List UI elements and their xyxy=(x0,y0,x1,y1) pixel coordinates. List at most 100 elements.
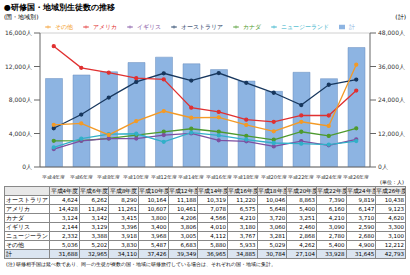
html-text:2,590: 2,590 xyxy=(358,224,375,230)
html-text:2,680: 2,680 xyxy=(358,233,375,239)
html-text:10,607: 10,607 xyxy=(147,206,167,212)
html-text:(国・地域別): (国・地域別) xyxy=(4,13,39,20)
svg-text:平成8年度: 平成8年度 xyxy=(97,174,120,179)
html-text:10,438: 10,438 xyxy=(384,197,404,203)
html-text:3,806: 3,806 xyxy=(180,224,197,230)
html-text:3,720: 3,720 xyxy=(269,215,286,221)
html-text:8,290: 8,290 xyxy=(121,197,137,203)
html-text:3,415: 3,415 xyxy=(121,215,137,221)
html-text:7,078: 7,078 xyxy=(210,206,226,212)
html-text:6,262: 6,262 xyxy=(91,197,108,203)
html-text:平成4年度 平成6年度 平成8年度: 平成4年度 平成6年度 平成8年度 xyxy=(50,187,138,194)
svg-text:平成10年度: 平成10年度 xyxy=(123,174,149,179)
svg-text:0人: 0人 xyxy=(22,163,32,170)
html-text:4,210: 4,210 xyxy=(239,215,256,221)
html-text:3,100: 3,100 xyxy=(388,233,404,239)
html-text:ニュージーランド: ニュージーランド xyxy=(281,23,329,30)
html-text:2,868: 2,868 xyxy=(299,233,315,239)
html-text:5,400: 5,400 xyxy=(299,206,315,212)
html-text:8,863: 8,863 xyxy=(299,197,315,203)
html-text:3,767: 3,767 xyxy=(239,233,256,239)
svg-text:12,000人: 12,000人 xyxy=(378,130,402,137)
html-text:4,210: 4,210 xyxy=(328,215,345,221)
html-text:3,281: 3,281 xyxy=(269,233,286,239)
html-text:4,566: 4,566 xyxy=(210,215,226,221)
svg-text:平成16年度: 平成16年度 xyxy=(206,174,232,179)
html-text:計: 計 xyxy=(349,23,355,30)
svg-text:平成24年度: 平成24年度 xyxy=(316,174,342,179)
html-text:4,624: 4,624 xyxy=(61,197,78,203)
html-text:カナダ: カナダ xyxy=(6,214,24,221)
svg-text:24,000人: 24,000人 xyxy=(378,96,402,103)
html-text:6,147: 6,147 xyxy=(358,206,375,212)
svg-text:平成26年度: 平成26年度 xyxy=(343,174,369,179)
html-text:2,332: 2,332 xyxy=(61,233,78,239)
html-text:4,112: 4,112 xyxy=(210,233,226,239)
html-text:10,319: 10,319 xyxy=(206,197,226,203)
svg-text:平成6年度: 平成6年度 xyxy=(70,174,93,179)
html-text:3,300: 3,300 xyxy=(388,224,404,230)
html-text:2,780: 2,780 xyxy=(328,233,345,239)
html-text:9,819: 9,819 xyxy=(358,197,375,203)
svg-text:48,000人: 48,000人 xyxy=(378,29,402,36)
svg-text:0人: 0人 xyxy=(378,163,388,170)
html-text:3,180: 3,180 xyxy=(239,224,256,230)
html-text:3,090: 3,090 xyxy=(328,224,345,230)
html-text:10,461: 10,461 xyxy=(177,206,197,212)
html-text:アメリカ: アメリカ xyxy=(93,23,117,30)
html-text:11,220: 11,220 xyxy=(236,197,256,203)
html-text:10,164: 10,164 xyxy=(147,197,167,203)
html-text:アメリカ: アメリカ xyxy=(6,205,30,212)
html-text:3,060: 3,060 xyxy=(269,224,286,230)
html-text:オーストラリア: オーストラリア xyxy=(181,23,223,30)
html-text:3,142: 3,142 xyxy=(91,215,108,221)
html-text:3,396: 3,396 xyxy=(121,224,137,230)
html-text:3,710: 3,710 xyxy=(358,215,375,221)
html-text:カナダ: カナダ xyxy=(243,23,261,30)
svg-text:12,000人: 12,000人 xyxy=(8,63,32,70)
svg-text:36,000人: 36,000人 xyxy=(378,63,402,70)
html-text:3,129: 3,129 xyxy=(91,224,108,230)
svg-text:平成18年度: 平成18年度 xyxy=(233,174,259,179)
html-text:2,144: 2,144 xyxy=(61,224,78,230)
html-text:3,124: 3,124 xyxy=(61,215,78,221)
html-text:4,620: 4,620 xyxy=(388,215,404,221)
html-text:6,160: 6,160 xyxy=(328,206,345,212)
html-text:10,046: 10,046 xyxy=(266,197,286,203)
html-text:●研修国・地域別生徒数の推移: ●研修国・地域別生徒数の推移 xyxy=(4,3,115,12)
html-text:5,648: 5,648 xyxy=(269,206,286,212)
html-text:11,261: 11,261 xyxy=(117,206,137,212)
html-text:イギリス: イギリス xyxy=(137,23,161,30)
svg-text:16,000人: 16,000人 xyxy=(8,29,32,36)
html-text:その他: その他 xyxy=(6,241,24,248)
html-text:14,428: 14,428 xyxy=(58,206,78,212)
html-text:9,123: 9,123 xyxy=(388,206,404,212)
html-text:3,388: 3,388 xyxy=(91,233,108,239)
html-text:5,036: 5,036 xyxy=(61,242,78,248)
html-text:(単位：人): (単位：人) xyxy=(380,179,404,185)
svg-text:8,000人: 8,000人 xyxy=(9,96,32,103)
html-text:3,918: 3,918 xyxy=(121,233,137,239)
html-text:3,800: 3,800 xyxy=(150,215,167,221)
svg-text:4,000人: 4,000人 xyxy=(9,130,32,137)
html-text:11,188: 11,188 xyxy=(177,197,197,203)
html-text:3,400: 3,400 xyxy=(150,224,167,230)
html-text:その他: その他 xyxy=(55,23,73,30)
svg-text:平成12年度: 平成12年度 xyxy=(151,174,177,179)
svg-text:平成20年度: 平成20年度 xyxy=(261,174,287,179)
html-text:7,390: 7,390 xyxy=(328,197,345,203)
html-text:4,206: 4,206 xyxy=(180,215,197,221)
html-text:(計): (計) xyxy=(395,13,406,20)
html-text:2,460: 2,460 xyxy=(299,224,315,230)
html-text:オーストラリア: オーストラリア xyxy=(6,196,48,203)
html-text:4,010: 4,010 xyxy=(210,224,226,230)
html-text:11,842: 11,842 xyxy=(88,206,108,212)
html-text:3,968: 3,968 xyxy=(150,233,167,239)
html-text:3,005: 3,005 xyxy=(180,233,197,239)
svg-text:平成22年度: 平成22年度 xyxy=(288,174,314,179)
html-text:6,575: 6,575 xyxy=(239,206,256,212)
svg-text:平成14年度: 平成14年度 xyxy=(178,174,204,179)
html-text:イギリス: イギリス xyxy=(6,223,30,230)
html-text:3,251: 3,251 xyxy=(299,215,315,221)
svg-text:平成4年度: 平成4年度 xyxy=(42,174,65,179)
